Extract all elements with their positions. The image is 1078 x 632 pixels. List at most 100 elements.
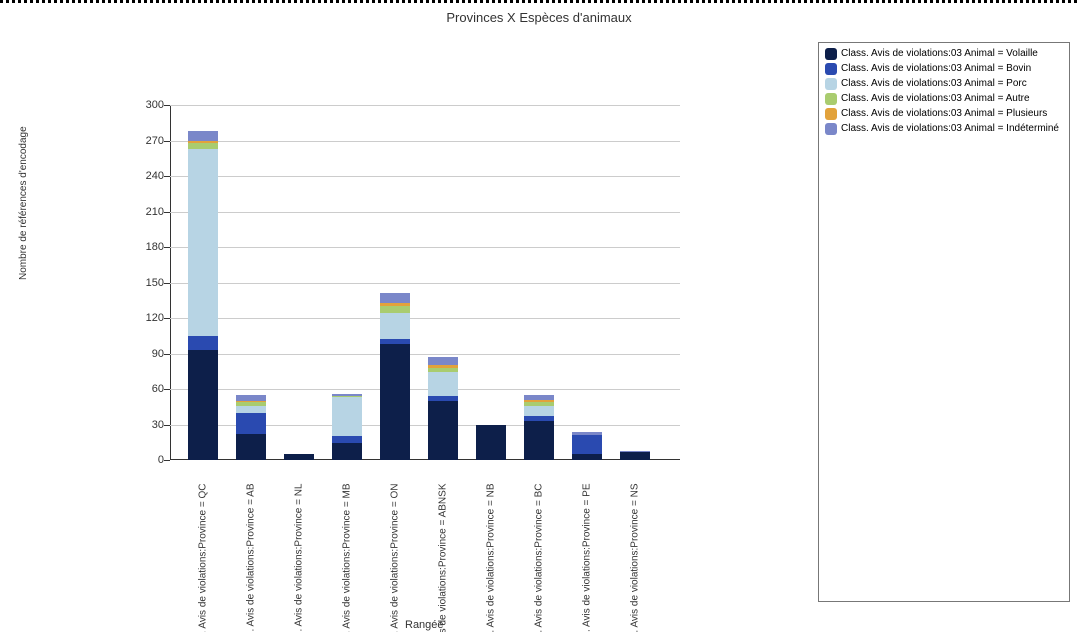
bar-segment-volaille xyxy=(524,421,554,460)
legend-swatch xyxy=(825,108,837,120)
chart-plot-area: 0306090120150180210240270300. Avis de vi… xyxy=(170,105,660,460)
bar-segment-autre xyxy=(188,143,218,149)
y-tick-label: 210 xyxy=(128,206,164,218)
y-tick-mark xyxy=(164,105,170,106)
grid-line xyxy=(170,354,680,355)
y-tick-mark xyxy=(164,176,170,177)
bar-segment-plusieurs xyxy=(428,365,458,367)
bar-segment-volaille xyxy=(428,401,458,460)
grid-line xyxy=(170,141,680,142)
bar-segment-volaille xyxy=(476,425,506,461)
y-tick-mark xyxy=(164,283,170,284)
x-tick-label: s de violations:Province = ABNSK xyxy=(438,480,449,632)
bar-segment-porc xyxy=(188,149,218,336)
y-tick-label: 90 xyxy=(128,348,164,360)
bar-segment-plusieurs xyxy=(236,401,266,402)
bar-segment-indetermine xyxy=(572,432,602,436)
legend-item: Class. Avis de violations:03 Animal = Bo… xyxy=(825,62,1063,76)
x-tick-label: . Avis de violations:Province = BC xyxy=(534,480,545,632)
bar-segment-porc xyxy=(428,372,458,396)
legend-swatch xyxy=(825,93,837,105)
legend-label: Class. Avis de violations:03 Animal = Pl… xyxy=(841,107,1047,121)
bar-segment-autre xyxy=(236,402,266,406)
legend: Class. Avis de violations:03 Animal = Vo… xyxy=(818,42,1070,602)
chart-title: Provinces X Espèces d'animaux xyxy=(0,10,1078,25)
x-tick-label: . Avis de violations:Province = NB xyxy=(486,480,497,632)
bar-segment-bovin xyxy=(428,396,458,401)
bar-segment-bovin xyxy=(188,336,218,350)
legend-item: Class. Avis de violations:03 Animal = Pl… xyxy=(825,107,1063,121)
legend-swatch xyxy=(825,123,837,135)
bar-segment-indetermine xyxy=(620,451,650,452)
bar-segment-plusieurs xyxy=(524,400,554,402)
bar-segment-plusieurs xyxy=(188,141,218,143)
bar-segment-autre xyxy=(380,306,410,313)
bar-segment-indetermine xyxy=(524,395,554,400)
grid-line xyxy=(170,247,680,248)
bar-segment-porc xyxy=(380,313,410,339)
legend-swatch xyxy=(825,48,837,60)
legend-label: Class. Avis de violations:03 Animal = Au… xyxy=(841,92,1030,106)
x-tick-label: . Avis de violations:Province = QC xyxy=(198,480,209,632)
bar-segment-autre xyxy=(524,402,554,406)
bar-segment-autre xyxy=(332,396,362,397)
bar-segment-indetermine xyxy=(428,357,458,365)
bar-segment-bovin xyxy=(572,435,602,454)
grid-line xyxy=(170,105,680,106)
y-tick-mark xyxy=(164,389,170,390)
bar-segment-porc xyxy=(332,397,362,436)
bar-segment-volaille xyxy=(332,443,362,460)
y-tick-mark xyxy=(164,247,170,248)
bar-segment-volaille xyxy=(620,452,650,460)
bar-segment-volaille xyxy=(572,454,602,460)
legend-swatch xyxy=(825,78,837,90)
bar-segment-volaille xyxy=(236,434,266,460)
y-axis-label: Nombre de références d'encodage xyxy=(18,126,29,280)
bar-segment-volaille xyxy=(380,344,410,460)
legend-swatch xyxy=(825,63,837,75)
x-tick-label: . Avis de violations:Province = AB xyxy=(246,480,257,632)
bar-segment-indetermine xyxy=(332,394,362,396)
grid-line xyxy=(170,176,680,177)
y-tick-mark xyxy=(164,318,170,319)
y-tick-label: 300 xyxy=(128,99,164,111)
y-tick-label: 60 xyxy=(128,383,164,395)
bar-segment-bovin xyxy=(236,413,266,434)
legend-label: Class. Avis de violations:03 Animal = In… xyxy=(841,122,1059,136)
legend-item: Class. Avis de violations:03 Animal = In… xyxy=(825,122,1063,136)
y-tick-mark xyxy=(164,141,170,142)
x-tick-label: . Avis de violations:Province = PE xyxy=(582,480,593,632)
grid-line xyxy=(170,389,680,390)
bar-segment-indetermine xyxy=(188,131,218,140)
y-tick-label: 240 xyxy=(128,170,164,182)
bar-segment-indetermine xyxy=(236,395,266,401)
y-tick-label: 30 xyxy=(128,419,164,431)
bar-segment-volaille xyxy=(284,454,314,460)
legend-label: Class. Avis de violations:03 Animal = Bo… xyxy=(841,62,1031,76)
decorative-top-border xyxy=(0,0,1078,3)
legend-label: Class. Avis de violations:03 Animal = Po… xyxy=(841,77,1027,91)
bar-segment-bovin xyxy=(380,339,410,344)
y-tick-label: 270 xyxy=(128,135,164,147)
y-tick-mark xyxy=(164,354,170,355)
y-tick-mark xyxy=(164,460,170,461)
legend-item: Class. Avis de violations:03 Animal = Po… xyxy=(825,77,1063,91)
bar-segment-bovin xyxy=(332,436,362,443)
bar-segment-volaille xyxy=(188,350,218,460)
bar-segment-bovin xyxy=(524,416,554,421)
y-tick-label: 0 xyxy=(128,454,164,466)
y-tick-label: 150 xyxy=(128,277,164,289)
bar-segment-porc xyxy=(524,406,554,417)
y-tick-mark xyxy=(164,425,170,426)
y-tick-mark xyxy=(164,212,170,213)
x-tick-label: . Avis de violations:Province = NL xyxy=(294,480,305,632)
x-axis-label: Rangée xyxy=(405,619,444,631)
legend-label: Class. Avis de violations:03 Animal = Vo… xyxy=(841,47,1038,61)
x-tick-label: . Avis de violations:Province = MB xyxy=(342,480,353,632)
x-tick-label: . Avis de violations:Province = NS xyxy=(630,480,641,632)
x-tick-label: . Avis de violations:Province = ON xyxy=(390,480,401,632)
legend-item: Class. Avis de violations:03 Animal = Vo… xyxy=(825,47,1063,61)
grid-line xyxy=(170,318,680,319)
bar-segment-autre xyxy=(428,368,458,373)
grid-line xyxy=(170,212,680,213)
